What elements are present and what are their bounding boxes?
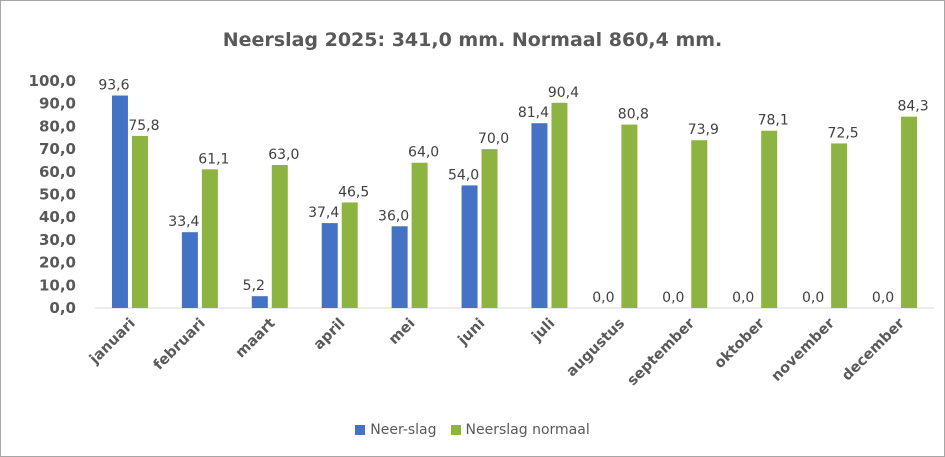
bar-normaal <box>481 149 498 308</box>
data-label: 0,0 <box>592 290 614 306</box>
bar-neerslag <box>391 226 408 308</box>
y-tick-label: 20,0 <box>39 254 76 272</box>
x-tick-label: maart <box>233 315 279 361</box>
y-tick-label: 90,0 <box>39 95 76 113</box>
bar-normaal <box>411 162 428 308</box>
bar-normaal <box>201 169 218 308</box>
x-tick-label: juli <box>528 316 558 346</box>
data-label: 80,8 <box>618 107 649 123</box>
data-label: 81,4 <box>518 105 549 121</box>
bar-normaal <box>761 130 778 308</box>
legend-swatch-normaal <box>450 425 461 435</box>
bar-neerslag <box>181 232 198 308</box>
x-tick-label: juni <box>455 316 489 350</box>
data-label: 61,1 <box>198 151 229 167</box>
y-tick-label: 80,0 <box>39 117 76 135</box>
data-label: 72,5 <box>828 125 859 141</box>
bar-normaal <box>271 164 288 308</box>
data-label: 0,0 <box>662 290 684 306</box>
y-tick-label: 40,0 <box>39 208 76 226</box>
bar-normaal <box>901 116 918 308</box>
data-label: 93,6 <box>98 78 129 94</box>
x-tick-label: september <box>625 315 699 389</box>
data-label: 46,5 <box>338 184 369 200</box>
x-tick-label: april <box>311 316 349 354</box>
legend-label-normaal: Neerslag normaal <box>465 422 590 438</box>
x-tick-label: oktober <box>712 315 769 372</box>
bar-normaal <box>341 202 358 308</box>
chart-legend: Neer-slag Neerslag normaal <box>1 422 944 438</box>
data-label: 37,4 <box>308 205 339 221</box>
data-label: 0,0 <box>732 290 754 306</box>
data-label: 64,0 <box>408 145 439 161</box>
x-tick-label: mei <box>386 316 418 348</box>
y-tick-label: 70,0 <box>39 140 76 158</box>
data-label: 33,4 <box>168 214 199 230</box>
data-label: 70,0 <box>478 131 509 147</box>
legend-item-neerslag: Neer-slag <box>355 422 437 438</box>
bar-neerslag <box>251 296 268 308</box>
data-label: 54,0 <box>448 167 479 183</box>
bar-normaal <box>831 143 848 308</box>
data-label: 73,9 <box>688 122 719 138</box>
bar-neerslag <box>461 185 478 308</box>
data-label: 36,0 <box>378 208 409 224</box>
data-label: 78,1 <box>758 113 789 129</box>
chart-title: Neerslag 2025: 341,0 mm. Normaal 860,4 m… <box>222 29 723 51</box>
legend-swatch-neerslag <box>355 425 366 435</box>
data-label: 0,0 <box>872 290 894 306</box>
x-tick-label: december <box>839 315 908 384</box>
x-tick-label: augustus <box>564 316 629 381</box>
y-tick-label: 60,0 <box>39 163 76 181</box>
bar-normaal <box>551 102 568 309</box>
bar-neerslag <box>321 223 338 308</box>
x-tick-label: februari <box>151 316 209 374</box>
data-label: 90,4 <box>548 85 579 101</box>
x-tick-label: januari <box>86 316 139 369</box>
data-label: 0,0 <box>802 290 824 306</box>
y-tick-label: 10,0 <box>39 276 76 294</box>
legend-item-normaal: Neerslag normaal <box>450 422 590 438</box>
bar-normaal <box>621 124 638 308</box>
data-label: 5,2 <box>243 278 265 294</box>
y-tick-label: 50,0 <box>39 186 76 204</box>
data-label: 75,8 <box>128 118 159 134</box>
bar-normaal <box>131 135 148 308</box>
y-tick-label: 30,0 <box>39 231 76 249</box>
x-tick-label: november <box>769 315 839 385</box>
bar-normaal <box>691 140 708 308</box>
bar-neerslag <box>111 95 128 308</box>
data-label: 63,0 <box>268 147 299 163</box>
y-tick-label: 100,0 <box>29 72 76 90</box>
bar-neerslag <box>531 123 548 308</box>
legend-label-neerslag: Neer-slag <box>370 422 437 438</box>
y-tick-label: 0,0 <box>49 299 76 317</box>
data-label: 84,3 <box>897 99 928 115</box>
